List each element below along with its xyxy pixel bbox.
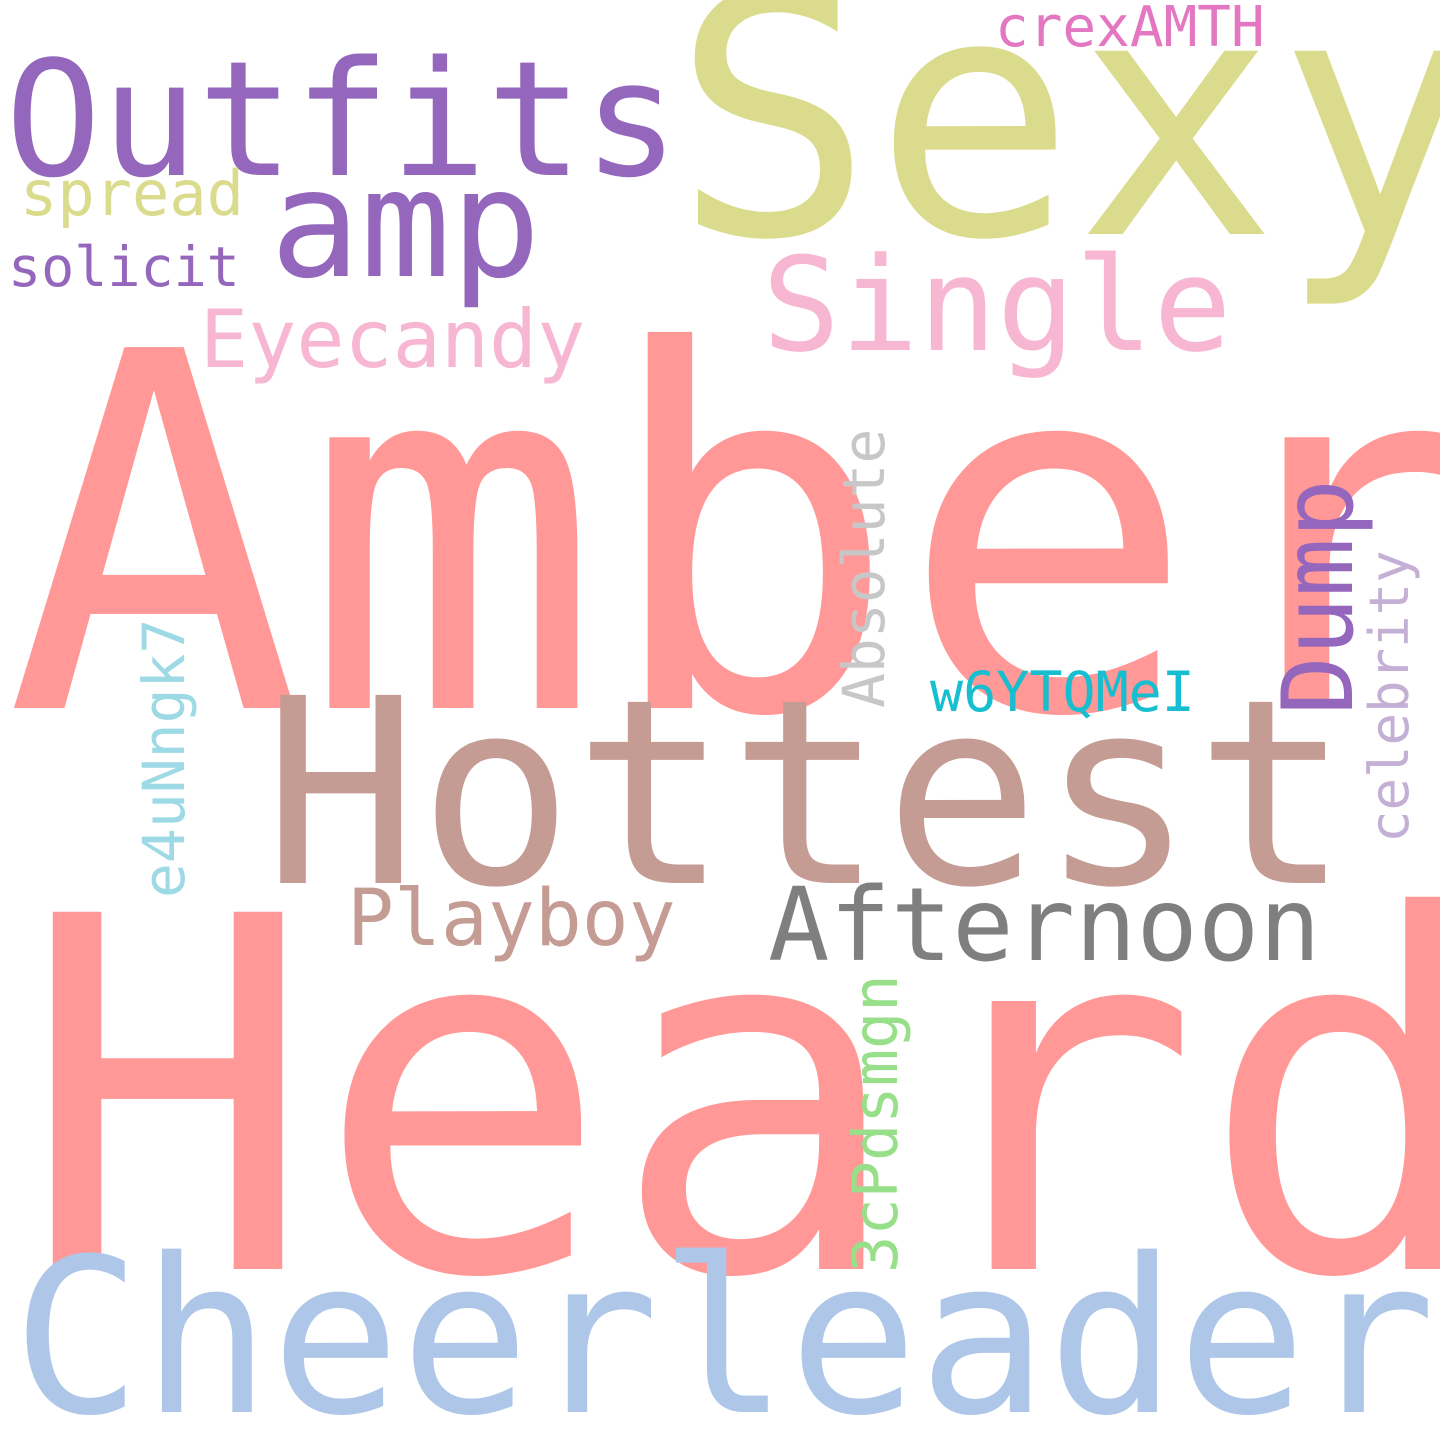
word-cheerleader: Cheerleader xyxy=(12,1212,1436,1440)
word-eyecandy: Eyecandy xyxy=(200,293,586,386)
word-spread: spread xyxy=(20,157,244,230)
word-single: Single xyxy=(762,229,1232,381)
word-afternoon: Afternoon xyxy=(768,866,1321,985)
word-playboy: Playboy xyxy=(347,874,676,964)
word-celebrity: celebrity xyxy=(1358,550,1421,843)
word-e4unngk7: e4uNngk7 xyxy=(130,618,198,898)
word-outfits: Outfits xyxy=(5,26,680,213)
word-absolute: Absolute xyxy=(830,428,898,708)
word-dump: Dump xyxy=(1262,478,1376,715)
word-w6ytqmei: w6YTQMeI xyxy=(930,660,1195,724)
word-hottest: Hottest xyxy=(263,644,1351,944)
word-amber: Amber xyxy=(5,249,1440,825)
word-solicit: solicit xyxy=(8,235,240,299)
word-crexamth: crexAMTH xyxy=(995,0,1265,60)
word-amp: amp xyxy=(270,138,541,312)
word-heard: Heard xyxy=(20,814,1440,1385)
word-3cpdsmgn: 3cPdsmgn xyxy=(839,974,912,1273)
word-sexy: Sexy xyxy=(672,0,1440,314)
